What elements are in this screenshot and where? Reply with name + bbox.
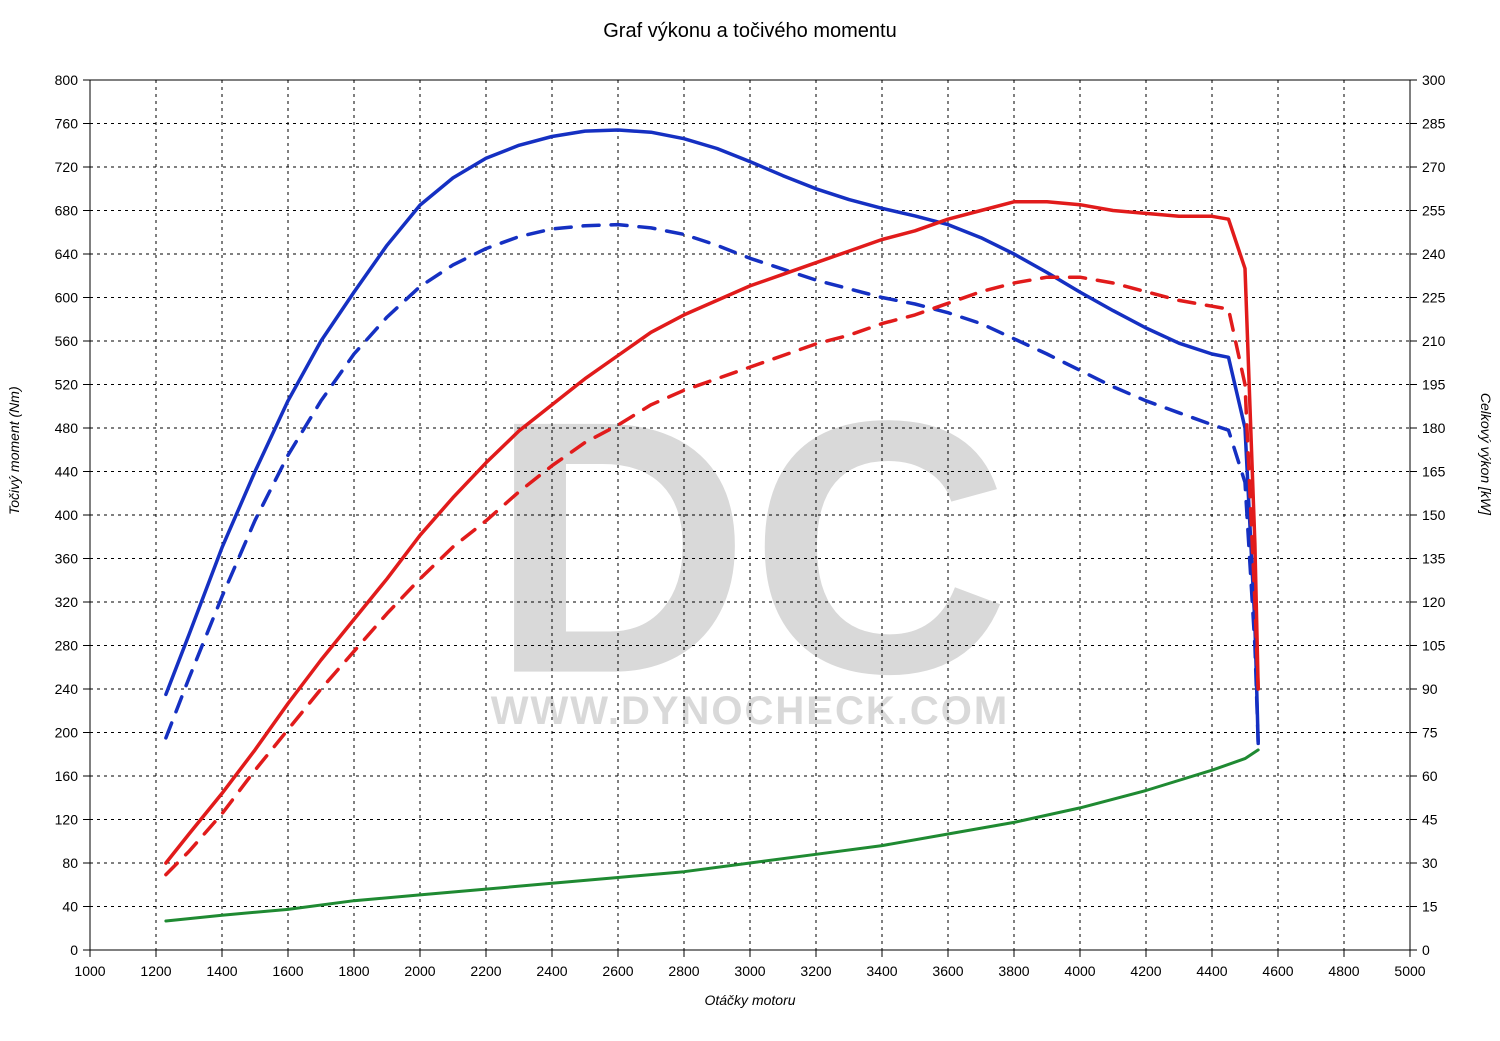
svg-text:480: 480 xyxy=(55,420,79,436)
svg-text:560: 560 xyxy=(55,333,79,349)
svg-text:1000: 1000 xyxy=(74,963,105,979)
svg-text:180: 180 xyxy=(1422,420,1446,436)
svg-text:4800: 4800 xyxy=(1328,963,1359,979)
svg-text:3000: 3000 xyxy=(734,963,765,979)
svg-text:300: 300 xyxy=(1422,72,1446,88)
svg-text:600: 600 xyxy=(55,290,79,306)
svg-text:280: 280 xyxy=(55,638,79,654)
svg-text:40: 40 xyxy=(62,899,78,915)
svg-text:2400: 2400 xyxy=(536,963,567,979)
svg-text:4000: 4000 xyxy=(1064,963,1095,979)
svg-text:255: 255 xyxy=(1422,203,1446,219)
svg-text:1200: 1200 xyxy=(140,963,171,979)
svg-text:4200: 4200 xyxy=(1130,963,1161,979)
svg-text:150: 150 xyxy=(1422,507,1446,523)
svg-text:200: 200 xyxy=(55,725,79,741)
svg-text:2000: 2000 xyxy=(404,963,435,979)
svg-text:120: 120 xyxy=(1422,594,1446,610)
dyno-chart-page: Graf výkonu a točivého momentu DCWWW.DYN… xyxy=(0,0,1500,1041)
svg-text:2600: 2600 xyxy=(602,963,633,979)
svg-text:3600: 3600 xyxy=(932,963,963,979)
svg-text:240: 240 xyxy=(1422,246,1446,262)
svg-text:640: 640 xyxy=(55,246,79,262)
svg-text:0: 0 xyxy=(1422,942,1430,958)
x-axis-label: Otáčky motoru xyxy=(0,992,1500,1008)
svg-text:520: 520 xyxy=(55,377,79,393)
chart-title: Graf výkonu a točivého momentu xyxy=(0,20,1500,43)
svg-text:135: 135 xyxy=(1422,551,1446,567)
svg-text:210: 210 xyxy=(1422,333,1446,349)
svg-text:270: 270 xyxy=(1422,159,1446,175)
svg-text:225: 225 xyxy=(1422,290,1446,306)
svg-text:320: 320 xyxy=(55,594,79,610)
svg-text:195: 195 xyxy=(1422,377,1446,393)
svg-text:400: 400 xyxy=(55,507,79,523)
svg-text:3800: 3800 xyxy=(998,963,1029,979)
svg-text:2800: 2800 xyxy=(668,963,699,979)
svg-text:2200: 2200 xyxy=(470,963,501,979)
svg-text:360: 360 xyxy=(55,551,79,567)
svg-text:90: 90 xyxy=(1422,681,1438,697)
svg-text:120: 120 xyxy=(55,812,79,828)
svg-text:75: 75 xyxy=(1422,725,1438,741)
svg-text:80: 80 xyxy=(62,855,78,871)
svg-text:760: 760 xyxy=(55,116,79,132)
svg-text:30: 30 xyxy=(1422,855,1438,871)
svg-text:1400: 1400 xyxy=(206,963,237,979)
svg-text:440: 440 xyxy=(55,464,79,480)
svg-text:720: 720 xyxy=(55,159,79,175)
svg-text:105: 105 xyxy=(1422,638,1446,654)
svg-text:4400: 4400 xyxy=(1196,963,1227,979)
y-axis-right-label: Celkový výkon [kW] xyxy=(1478,393,1494,515)
svg-text:3200: 3200 xyxy=(800,963,831,979)
svg-text:800: 800 xyxy=(55,72,79,88)
svg-text:15: 15 xyxy=(1422,899,1438,915)
y-axis-left-label: Točivý moment (Nm) xyxy=(6,386,22,515)
svg-text:680: 680 xyxy=(55,203,79,219)
svg-text:5000: 5000 xyxy=(1394,963,1425,979)
svg-text:1800: 1800 xyxy=(338,963,369,979)
svg-text:4600: 4600 xyxy=(1262,963,1293,979)
chart-canvas: DCWWW.DYNOCHECK.COM100012001400160018002… xyxy=(0,0,1500,1041)
svg-text:1600: 1600 xyxy=(272,963,303,979)
svg-text:165: 165 xyxy=(1422,464,1446,480)
svg-text:3400: 3400 xyxy=(866,963,897,979)
svg-text:60: 60 xyxy=(1422,768,1438,784)
svg-text:160: 160 xyxy=(55,768,79,784)
svg-text:285: 285 xyxy=(1422,116,1446,132)
svg-text:0: 0 xyxy=(70,942,78,958)
svg-text:240: 240 xyxy=(55,681,79,697)
svg-text:45: 45 xyxy=(1422,812,1438,828)
